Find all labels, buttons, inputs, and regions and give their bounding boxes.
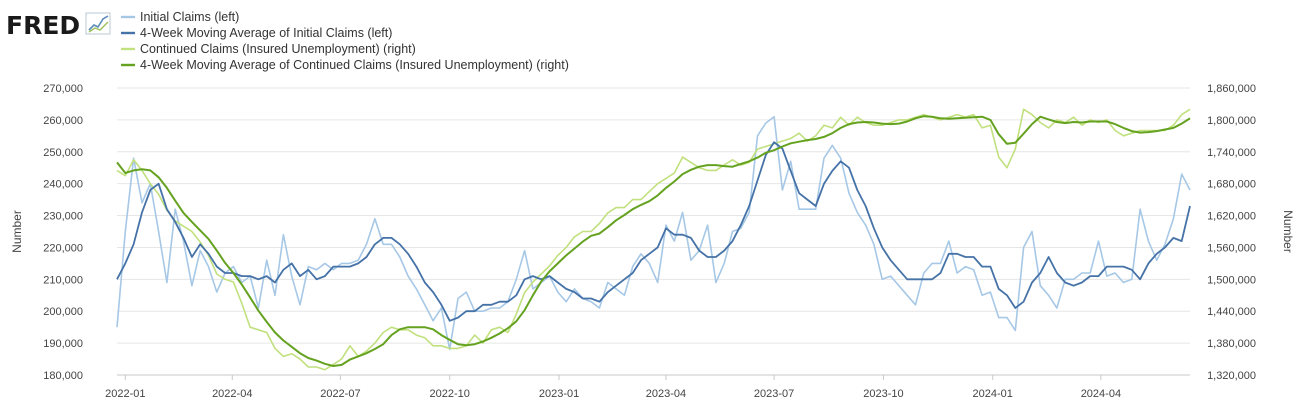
y-left-tick-label: 210,000 [43,274,83,286]
y-right-tick-label: 1,500,000 [1207,274,1256,286]
x-tick-label: 2024-01 [973,388,1013,400]
fred-logo[interactable]: FRED [6,11,111,40]
series-line-0 [116,115,1191,351]
y-right-tick-label: 1,680,000 [1207,179,1256,191]
y-left-tick-label: 220,000 [43,242,83,254]
y-left-tick-label: 190,000 [43,338,83,350]
y-left-tick-label: 180,000 [43,370,83,382]
y-right-tick-label: 1,800,000 [1207,115,1256,127]
x-axis: 2022-01 2022-04 2022-07 2022-10 2023-01 2023-… [105,374,1190,400]
y-right-tick-label: 1,740,000 [1207,147,1256,159]
y-right-tick-label: 1,620,000 [1207,211,1256,223]
legend: Initial Claims (left) 4-Week Moving Avera… [121,10,569,72]
legend-label-0[interactable]: Initial Claims (left) [140,10,239,24]
series-group [116,108,1191,371]
x-tick-label: 2023-07 [754,388,794,400]
x-tick-label: 2024-04 [1081,388,1121,400]
series-line-1 [116,141,1191,322]
y-left-tick-label: 230,000 [43,211,83,223]
x-tick-label: 2023-04 [646,388,686,400]
y-left-tick-label: 260,000 [43,115,83,127]
y-left-tick-label: 200,000 [43,306,83,318]
legend-label-1[interactable]: 4-Week Moving Average of Initial Claims … [140,26,392,40]
series-line-3 [116,115,1191,367]
y-left-tick-label: 270,000 [43,83,83,95]
y-right-tick-label: 1,440,000 [1207,306,1256,318]
y-right-tick-label: 1,560,000 [1207,242,1256,254]
y-left-tick-label: 240,000 [43,179,83,191]
x-tick-label: 2022-04 [212,388,252,400]
y-left-tick-label: 250,000 [43,147,83,159]
fred-logo-text: FRED [6,11,80,40]
gridlines [117,87,1190,376]
y-axis-left: 180,000 190,000 200,000 210,000 220,000 230,0… [43,83,83,382]
y-right-tick-label: 1,320,000 [1207,370,1256,382]
x-tick-label: 2023-01 [539,388,579,400]
y-right-tick-label: 1,860,000 [1207,83,1256,95]
x-tick-label: 2023-10 [863,388,903,400]
y-axis-right: 1,320,000 1,380,000 1,440,000 1,500,000 1,56… [1207,83,1256,382]
series-line-2 [116,108,1191,371]
legend-label-3[interactable]: 4-Week Moving Average of Continued Claim… [140,58,569,72]
fred-logo-chart-icon [85,12,111,35]
legend-label-2[interactable]: Continued Claims (Insured Unemployment) … [140,42,416,56]
x-tick-label: 2022-07 [320,388,360,400]
y-axis-right-title: Number [1281,210,1295,253]
y-axis-left-title: Number [10,210,24,253]
y-right-tick-label: 1,380,000 [1207,338,1256,350]
x-tick-label: 2022-01 [105,388,145,400]
x-tick-label: 2022-10 [430,388,470,400]
